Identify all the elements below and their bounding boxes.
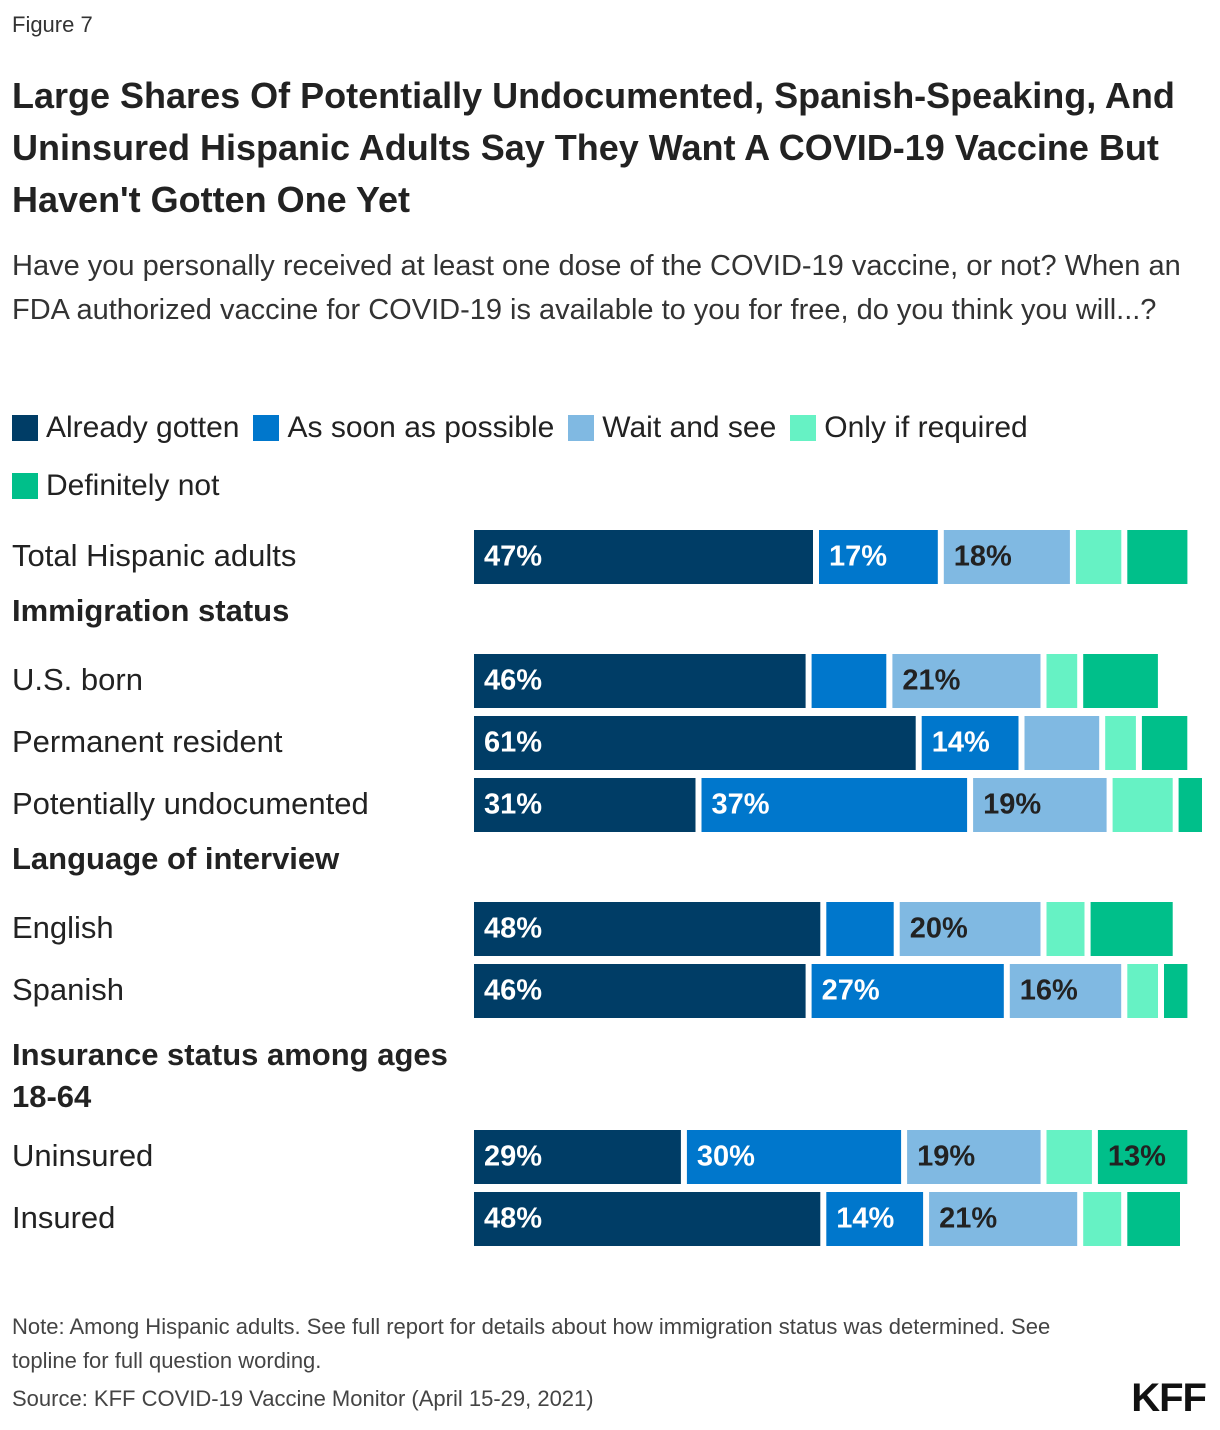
bar-value-label: 17%	[829, 541, 887, 573]
bar-segment	[686, 1130, 902, 1184]
bar-value-label: 48%	[484, 913, 542, 945]
bar-segment	[474, 964, 806, 1018]
bar-value-label: 16%	[1020, 975, 1078, 1007]
category-label: Potentially undocumented	[12, 786, 369, 821]
stacked-bar-chart: Total Hispanic adults 47% 17% 18% Immigratio…	[12, 530, 1202, 1246]
bar-segment	[1046, 1130, 1092, 1184]
category-label: U.S. born	[12, 662, 143, 697]
bar-segment	[1009, 964, 1122, 1018]
legend-label: Definitely not	[46, 469, 220, 502]
bar-segment	[474, 530, 813, 584]
category-label: Permanent resident	[12, 724, 283, 759]
legend-item: Definitely not	[12, 462, 219, 510]
bar-segment	[474, 654, 806, 708]
legend-item: Already gotten	[12, 404, 239, 452]
bar-segment	[1105, 716, 1136, 770]
bar-segment	[899, 902, 1041, 956]
bar-segment	[973, 778, 1107, 832]
bar-value-label: 21%	[902, 665, 960, 697]
bar-segment	[1178, 778, 1202, 832]
bar-value-label: 20%	[910, 913, 968, 945]
bar-segment	[1127, 964, 1158, 1018]
bar-segment	[811, 964, 1004, 1018]
legend-item: As soon as possible	[253, 404, 554, 452]
bar-segment	[1046, 654, 1078, 708]
legend-swatch	[790, 415, 817, 441]
legend-swatch	[253, 415, 280, 441]
bar-segment	[921, 716, 1019, 770]
group-header: Language of interview	[12, 841, 340, 876]
bar-segment	[1083, 1192, 1122, 1246]
bar-segment	[811, 654, 887, 708]
legend-swatch	[568, 415, 595, 441]
bar-value-label: 29%	[484, 1141, 542, 1173]
bar-segment	[701, 778, 968, 832]
bar-value-label: 14%	[932, 727, 990, 759]
bar-segment	[1127, 530, 1188, 584]
bar-value-label: 37%	[712, 789, 770, 821]
chart-note: Note: Among Hispanic adults. See full re…	[12, 1314, 1051, 1373]
bar-segment	[1024, 716, 1100, 770]
legend-swatch	[12, 473, 38, 499]
bar-value-label: 13%	[1108, 1141, 1166, 1173]
bar-segment	[892, 654, 1041, 708]
category-label: Spanish	[12, 972, 124, 1007]
bar-segment	[907, 1130, 1041, 1184]
chart-subtitle: Have you personally received at least on…	[12, 250, 1181, 326]
legend: Already gotten As soon as possible Wait an…	[12, 404, 1202, 510]
bar-value-label: 46%	[484, 665, 542, 697]
legend-swatch	[12, 415, 38, 441]
bar-segment	[474, 1130, 681, 1184]
legend-label: Only if required	[824, 411, 1028, 444]
figure-label: Figure 7	[12, 12, 93, 37]
bar-segment	[1097, 1130, 1188, 1184]
bar-segment	[1141, 716, 1188, 770]
bar-segment	[474, 1192, 821, 1246]
legend-item: Only if required	[790, 404, 1028, 452]
category-label: Uninsured	[12, 1138, 153, 1173]
bar-value-label: 21%	[939, 1203, 997, 1235]
bar-segment	[1075, 530, 1122, 584]
bar-segment	[1112, 778, 1173, 832]
bar-value-label: 27%	[822, 975, 880, 1007]
bar-segment	[474, 902, 821, 956]
bar-segment	[943, 530, 1070, 584]
chart-source: Source: KFF COVID-19 Vaccine Monitor (Ap…	[12, 1386, 594, 1411]
bar-segment	[1046, 902, 1085, 956]
legend-label: Wait and see	[602, 411, 777, 444]
category-label: Insured	[12, 1200, 115, 1235]
category-label: Total Hispanic adults	[12, 538, 296, 573]
legend-label: As soon as possible	[287, 411, 555, 444]
bar-segment	[1083, 654, 1158, 708]
chart-title: Large Shares Of Potentially Undocumented…	[12, 75, 1175, 220]
group-header: Insurance status among ages 18-64	[12, 1037, 448, 1114]
bar-value-label: 47%	[484, 541, 542, 573]
bar-segment	[819, 530, 938, 584]
bar-segment	[474, 778, 696, 832]
bar-value-label: 46%	[484, 975, 542, 1007]
bar-segment	[826, 1192, 924, 1246]
bar-segment	[929, 1192, 1078, 1246]
bar-value-label: 19%	[983, 789, 1041, 821]
bar-value-label: 61%	[484, 727, 542, 759]
bar-value-label: 30%	[697, 1141, 755, 1173]
legend-item: Wait and see	[568, 404, 776, 452]
group-header: Immigration status	[12, 593, 289, 628]
category-label: English	[12, 910, 114, 945]
bar-value-label: 14%	[836, 1203, 894, 1235]
bar-value-label: 18%	[954, 541, 1012, 573]
legend-label: Already gotten	[46, 411, 240, 444]
bar-value-label: 48%	[484, 1203, 542, 1235]
bar-segment	[826, 902, 894, 956]
bar-segment	[1127, 1192, 1180, 1246]
bar-segment	[1090, 902, 1173, 956]
bar-segment	[474, 716, 916, 770]
kff-logo: KFF	[1131, 1376, 1207, 1420]
bar-value-label: 19%	[917, 1141, 975, 1173]
bar-value-label: 31%	[484, 789, 542, 821]
bar-segment	[1164, 964, 1188, 1018]
